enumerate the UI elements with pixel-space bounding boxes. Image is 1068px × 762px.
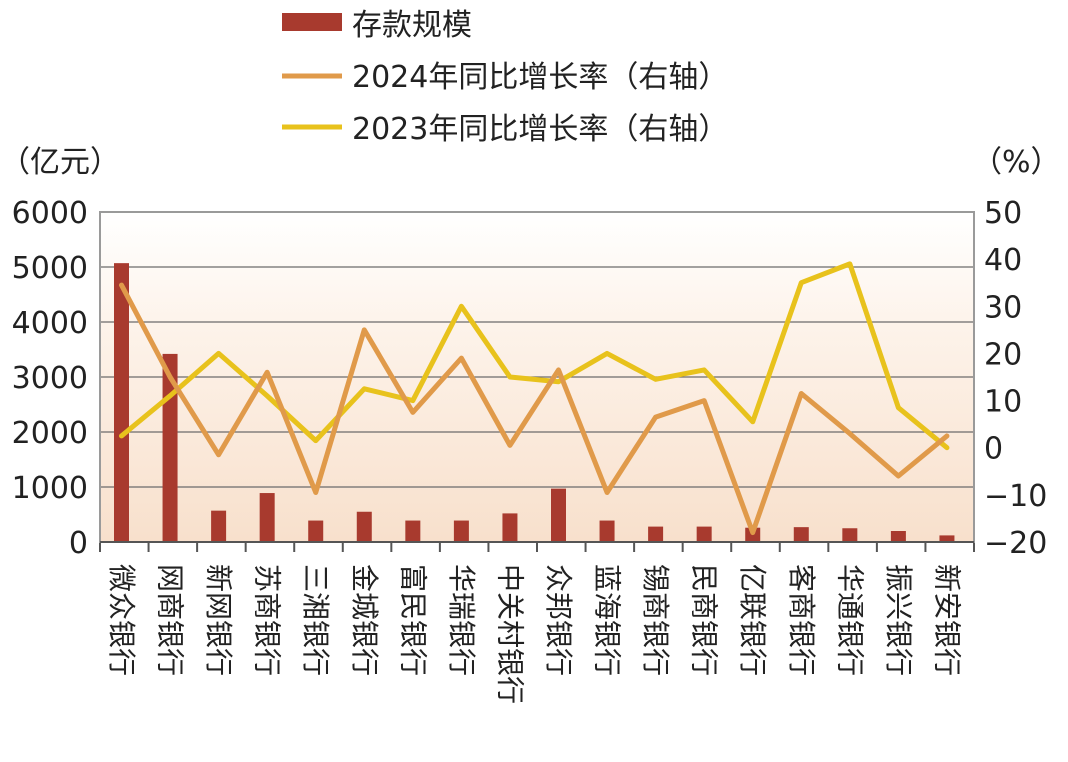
bar-deposit [308,520,324,542]
bar-deposit [114,263,129,542]
x-ticks [99,542,975,552]
category-label: 微众银行 [105,564,138,676]
category-label: 锡商银行 [639,564,672,676]
category-label: 苏商银行 [251,564,284,676]
y-right-unit-label: （%） [972,145,1061,180]
bar-deposit [599,520,615,542]
category-label: 三湘银行 [299,564,332,676]
line-2024-growth [119,282,950,536]
category-label: 蓝海银行 [591,564,624,676]
y-right-tick-label: 0 [984,432,1003,467]
y-left-tick-label: 4000 [12,306,88,341]
y-right-tick-label: 50 [984,196,1022,231]
bar-deposit [211,510,227,542]
category-label: 富民银行 [396,564,429,676]
category-label: 客商银行 [785,564,818,676]
category-labels: 微众银行 网商银行 新网银行 苏商银行 三湘银行 金城银行 富民银行 华瑞银行 中关村银行 众邦银… [105,564,963,704]
growth-lines [119,261,950,536]
bar-deposit [939,535,955,542]
bar-deposit [890,531,906,542]
category-label: 网商银行 [154,564,187,676]
deposit-bars [114,263,955,542]
y-right-tick-label: −10 [984,479,1047,514]
bar-deposit [842,528,858,542]
legend-label-deposit: 存款规模 [352,8,472,43]
y-left-ticks: 0 1000 2000 3000 4000 5000 6000 [12,196,88,561]
bar-deposit [793,527,809,542]
y-left-tick-label: 5000 [12,251,88,286]
category-label: 新安银行 [930,564,963,676]
legend: 存款规模 2024年同比增长率（右轴） 2023年同比增长率（右轴） [282,8,728,147]
legend-label-2024: 2024年同比增长率（右轴） [352,60,728,95]
bar-deposit [696,526,712,542]
y-right-tick-label: 40 [984,243,1022,278]
y-left-tick-label: 1000 [12,471,88,506]
legend-swatch-deposit [282,13,342,31]
y-left-tick-label: 0 [69,526,88,561]
y-left-unit-label: （亿元） [0,145,120,180]
category-label: 华通银行 [833,564,866,676]
y-left-tick-label: 3000 [12,361,88,396]
category-label: 民商银行 [688,564,721,676]
bar-deposit [259,493,275,542]
y-right-tick-label: 20 [984,337,1022,372]
category-label: 中关村银行 [493,564,526,704]
bar-deposit [502,513,518,542]
bar-deposit [405,520,421,542]
category-label: 新网银行 [202,564,235,676]
y-right-ticks: −20 −10 0 10 20 30 40 50 [984,196,1047,561]
bar-deposit [551,488,566,542]
category-label: 众邦银行 [542,564,575,676]
bar-deposit [356,511,372,542]
gridlines [100,266,974,488]
category-label: 振兴银行 [882,564,915,676]
category-label: 亿联银行 [736,564,769,676]
y-right-tick-label: −20 [984,526,1047,561]
y-right-tick-label: 10 [984,385,1022,420]
legend-label-2023: 2023年同比增长率（右轴） [352,112,728,147]
y-left-tick-label: 6000 [12,196,88,231]
bar-deposit [648,526,664,542]
y-left-tick-label: 2000 [12,416,88,451]
bar-deposit [453,520,469,542]
category-label: 金城银行 [348,564,381,676]
category-label: 华瑞银行 [445,564,478,676]
y-right-tick-label: 30 [984,290,1022,325]
